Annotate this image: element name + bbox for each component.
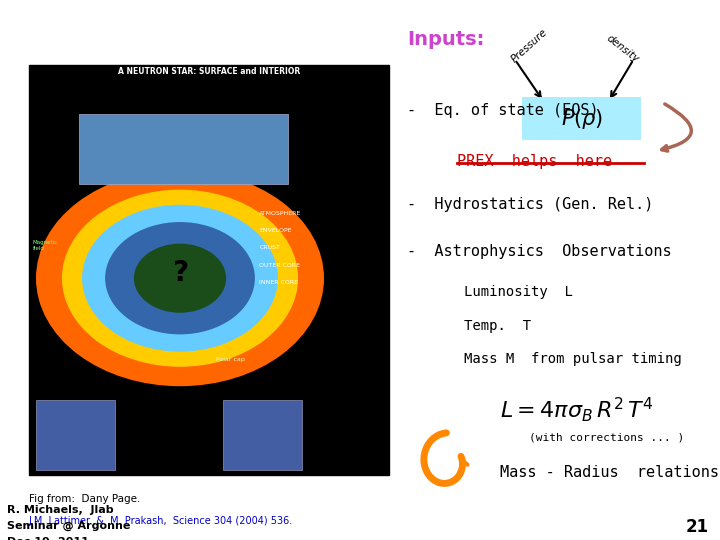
Text: -  Eq. of state (EOS): - Eq. of state (EOS) xyxy=(407,103,598,118)
Text: OUTER CORE: OUTER CORE xyxy=(259,263,300,268)
Text: PREX  helps  here: PREX helps here xyxy=(457,154,612,169)
Text: ATMOSPHERE: ATMOSPHERE xyxy=(259,211,302,216)
FancyBboxPatch shape xyxy=(79,113,288,184)
Text: R. Michaels,  Jlab: R. Michaels, Jlab xyxy=(7,505,114,515)
Text: Fig from:  Dany Page.: Fig from: Dany Page. xyxy=(29,494,140,504)
Text: Luminosity  L: Luminosity L xyxy=(464,285,573,299)
Circle shape xyxy=(36,170,324,386)
Circle shape xyxy=(105,222,255,334)
Text: Temp.  T: Temp. T xyxy=(464,319,531,333)
FancyBboxPatch shape xyxy=(522,97,641,140)
Text: 21: 21 xyxy=(686,518,709,536)
Text: -  Hydrostatics (Gen. Rel.): - Hydrostatics (Gen. Rel.) xyxy=(407,197,653,212)
FancyBboxPatch shape xyxy=(36,400,115,470)
Circle shape xyxy=(62,190,298,367)
FancyBboxPatch shape xyxy=(29,65,389,475)
Circle shape xyxy=(82,205,278,352)
Text: Dec 19, 2011: Dec 19, 2011 xyxy=(7,537,89,540)
Text: J.M. Lattimer  &  M. Prakash,  Science 304 (2004) 536.: J.M. Lattimer & M. Prakash, Science 304 … xyxy=(29,516,293,526)
FancyBboxPatch shape xyxy=(223,400,302,470)
Text: A NEUTRON STAR: SURFACE and INTERIOR: A NEUTRON STAR: SURFACE and INTERIOR xyxy=(117,68,300,77)
Text: $P(\rho)$: $P(\rho)$ xyxy=(561,107,603,131)
Text: (with corrections ... ): (with corrections ... ) xyxy=(529,432,685,442)
Text: Pressure: Pressure xyxy=(509,27,549,65)
Text: Polar cap: Polar cap xyxy=(216,357,245,362)
Text: ?: ? xyxy=(172,259,188,287)
Text: INNER CORE: INNER CORE xyxy=(259,280,298,285)
Text: Inputs:: Inputs: xyxy=(407,30,484,49)
Text: Seminar @ Argonne: Seminar @ Argonne xyxy=(7,521,130,531)
Text: Mass - Radius  relationship: Mass - Radius relationship xyxy=(500,465,720,481)
Circle shape xyxy=(134,244,226,313)
Text: Magnetic
field: Magnetic field xyxy=(32,240,58,251)
Text: $L = 4\pi\sigma_B\, R^2\, T^4$: $L = 4\pi\sigma_B\, R^2\, T^4$ xyxy=(500,395,654,424)
Text: -  Astrophysics  Observations: - Astrophysics Observations xyxy=(407,244,672,259)
Text: ENVELOPE: ENVELOPE xyxy=(259,228,292,233)
Text: density: density xyxy=(605,33,641,64)
Text: Mass M  from pulsar timing: Mass M from pulsar timing xyxy=(464,352,682,366)
Text: CRUST: CRUST xyxy=(259,246,280,251)
